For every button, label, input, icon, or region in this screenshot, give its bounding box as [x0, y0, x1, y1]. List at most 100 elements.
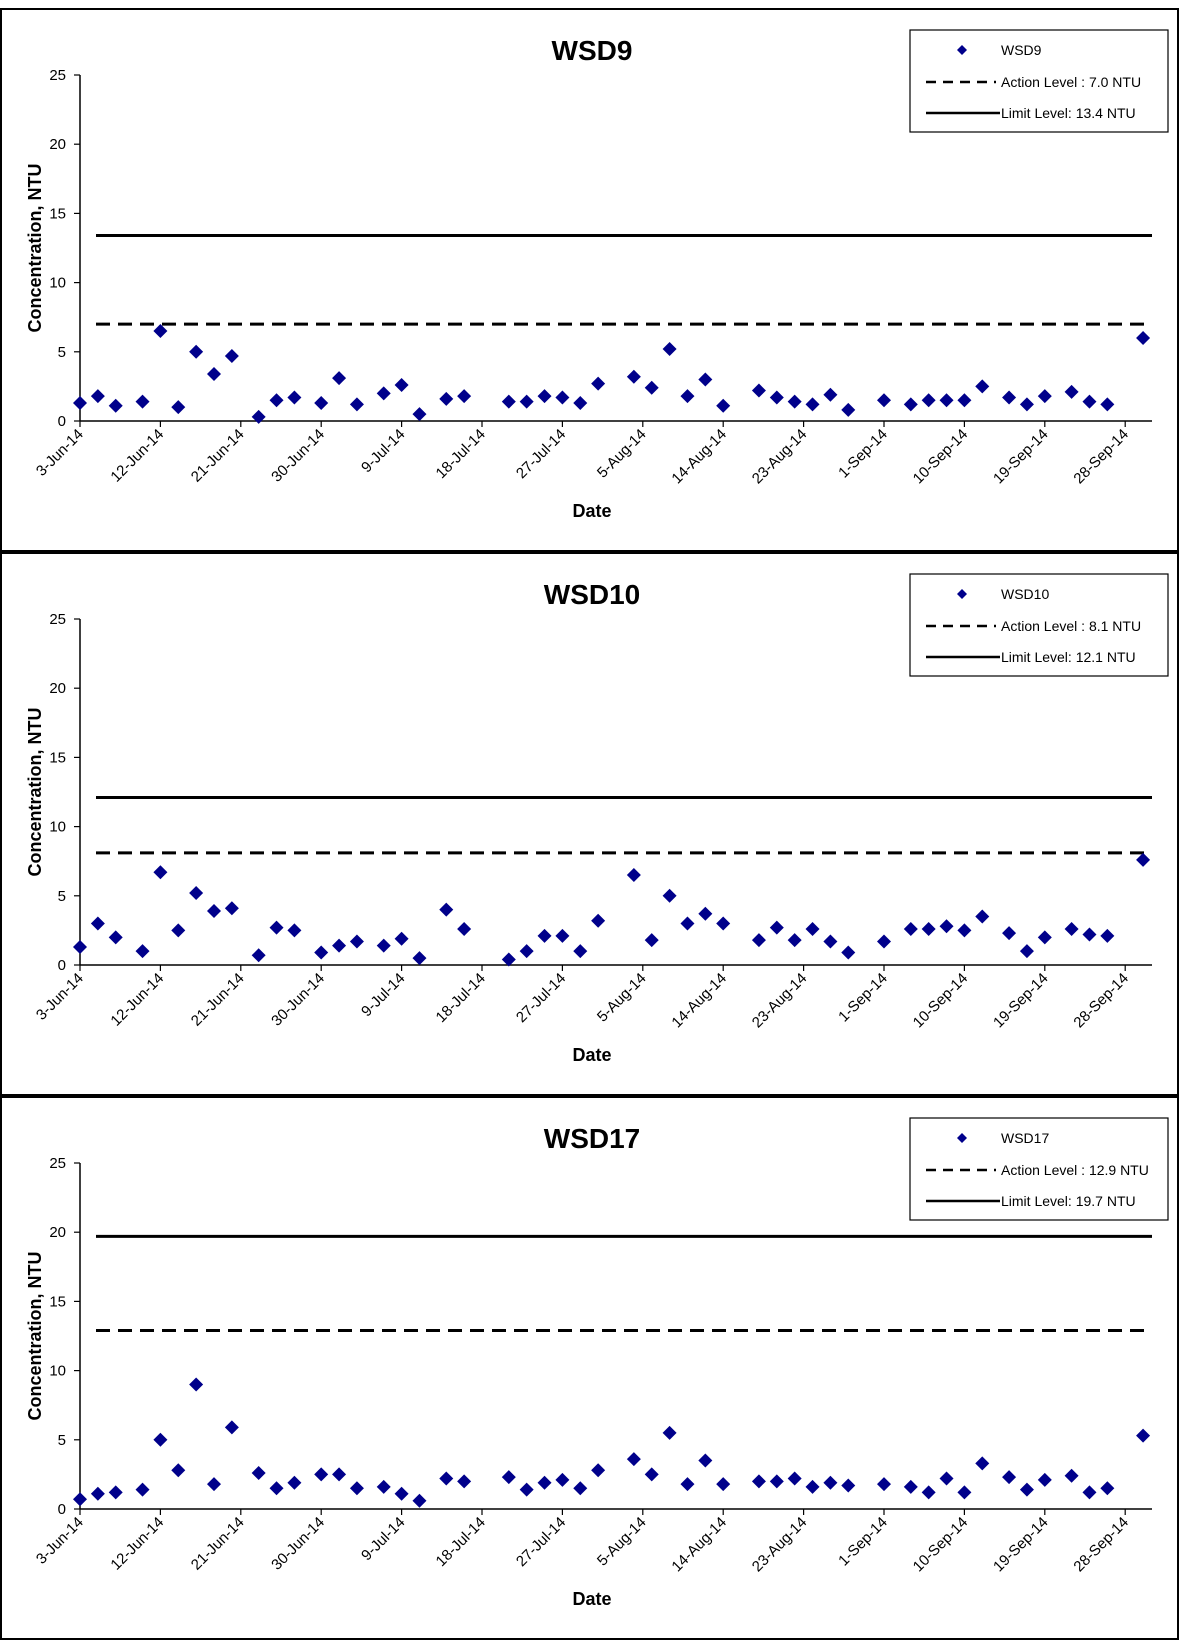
y-tick-label: 15 — [49, 205, 66, 222]
data-point — [841, 1478, 856, 1493]
y-tick-label: 10 — [49, 275, 66, 292]
data-point — [439, 391, 454, 406]
data-point — [153, 865, 168, 880]
y-axis-label: Concentration, NTU — [25, 1252, 45, 1421]
data-point — [903, 397, 918, 412]
data-point — [662, 888, 677, 903]
legend-label-series: WSD17 — [1001, 1130, 1049, 1146]
data-point — [644, 1467, 659, 1482]
legend-label-action: Action Level : 12.9 NTU — [1001, 1162, 1149, 1178]
data-point — [251, 948, 266, 963]
x-axis-label: Date — [572, 1589, 611, 1609]
data-point — [805, 1479, 820, 1494]
data-point — [751, 933, 766, 948]
data-point — [698, 1453, 713, 1468]
data-point — [394, 1486, 409, 1501]
legend-label-series: WSD9 — [1001, 42, 1042, 58]
data-point — [135, 944, 150, 959]
legend-marker — [957, 589, 967, 599]
data-point — [1019, 1482, 1034, 1497]
data-point — [269, 1481, 284, 1496]
data-point — [626, 868, 641, 883]
data-point — [975, 909, 990, 924]
data-point — [108, 1485, 123, 1500]
x-axis-label: Date — [572, 501, 611, 521]
data-point — [439, 902, 454, 917]
data-point — [537, 389, 552, 404]
data-point — [439, 1471, 454, 1486]
data-point — [716, 1477, 731, 1492]
y-tick-label: 5 — [58, 888, 66, 905]
data-point — [921, 393, 936, 408]
data-point — [224, 348, 239, 363]
data-point — [787, 394, 802, 409]
data-point — [207, 366, 221, 381]
data-point — [287, 390, 302, 405]
data-point — [224, 1420, 239, 1435]
chart-panel: WSD10 0 5 10 15 20 25 3-Jun-14 12-Jun-14 21-Jun-1… — [0, 552, 1180, 1096]
data-point — [573, 1481, 588, 1496]
data-point — [823, 934, 838, 949]
legend-label-limit: Limit Level: 19.7 NTU — [1001, 1193, 1136, 1209]
data-point — [537, 928, 552, 943]
y-axis-label: Concentration, NTU — [25, 708, 45, 877]
data-point — [939, 393, 954, 408]
y-tick-label: 10 — [49, 819, 66, 836]
data-point — [519, 394, 534, 409]
data-point — [171, 923, 186, 938]
legend-label-limit: Limit Level: 13.4 NTU — [1001, 105, 1136, 121]
data-point — [376, 386, 391, 401]
data-point — [680, 1477, 695, 1492]
data-point — [349, 397, 364, 412]
data-point — [171, 1463, 186, 1478]
legend-label-limit: Limit Level: 12.1 NTU — [1001, 649, 1136, 665]
data-point — [519, 944, 534, 959]
data-point — [501, 952, 516, 967]
data-point — [787, 933, 802, 948]
data-point — [921, 922, 936, 937]
data-point — [823, 1475, 838, 1490]
chart-title: WSD17 — [544, 1123, 640, 1154]
y-tick-label: 5 — [58, 1432, 66, 1449]
data-point — [921, 1485, 936, 1500]
data-point — [90, 1486, 105, 1501]
y-tick-label: 15 — [49, 749, 66, 766]
data-point — [823, 387, 838, 402]
data-point — [332, 1467, 347, 1482]
data-point — [877, 1477, 891, 1492]
data-point — [769, 390, 784, 405]
data-point — [171, 400, 186, 415]
data-point — [108, 398, 123, 413]
data-point — [680, 389, 695, 404]
data-point — [73, 396, 87, 411]
chart-panel: WSD9 0 5 10 15 20 25 3-Jun-14 12-Jun-14 21-Jun-14… — [0, 8, 1180, 552]
data-point — [644, 380, 659, 395]
data-point — [573, 944, 588, 959]
data-point — [394, 378, 409, 393]
data-point — [841, 402, 856, 417]
data-point — [73, 1492, 87, 1507]
x-axis-label: Date — [572, 1045, 611, 1065]
data-point — [457, 1474, 472, 1489]
data-point — [207, 904, 221, 919]
y-axis-label: Concentration, NTU — [25, 164, 45, 333]
data-point — [662, 1425, 677, 1440]
data-point — [573, 396, 588, 411]
data-point — [877, 934, 891, 949]
data-point — [1082, 394, 1097, 409]
data-point — [349, 1481, 364, 1496]
data-point — [716, 916, 731, 931]
data-point — [269, 920, 284, 935]
y-tick-label: 10 — [49, 1363, 66, 1380]
data-point — [626, 369, 641, 384]
data-point — [716, 398, 731, 413]
data-point — [751, 383, 766, 398]
legend-marker — [957, 45, 967, 55]
legend-label-action: Action Level : 8.1 NTU — [1001, 618, 1141, 634]
y-tick-label: 25 — [49, 67, 66, 84]
data-point — [939, 1471, 954, 1486]
y-tick-label: 20 — [49, 680, 66, 697]
data-point — [412, 407, 427, 422]
data-point — [787, 1471, 802, 1486]
